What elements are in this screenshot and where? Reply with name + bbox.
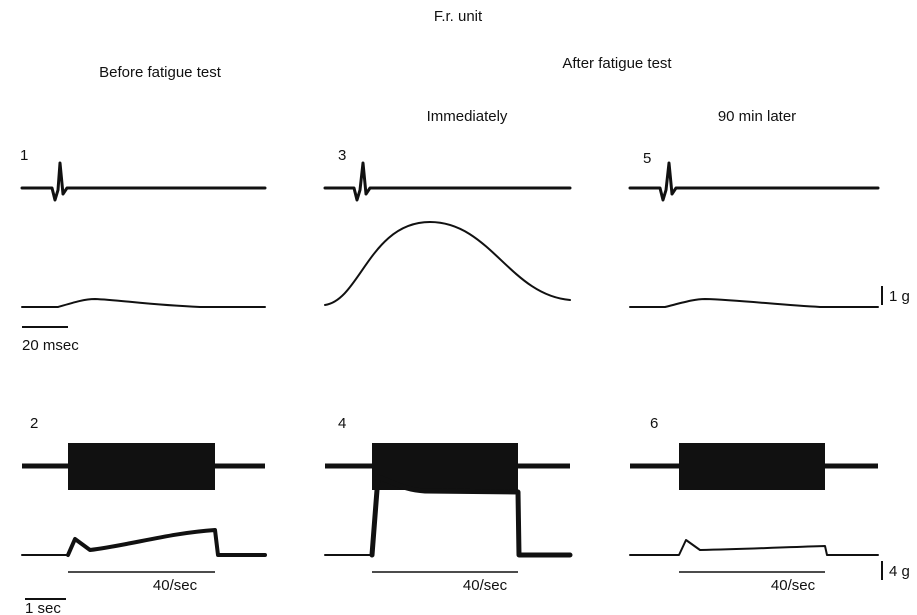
scale-label: 20 msec [22, 337, 79, 354]
scale-label: 1 g [889, 288, 910, 305]
panel-label: 4 [338, 415, 346, 432]
burst [68, 443, 215, 490]
trace [628, 161, 880, 202]
panel-label: 3 [338, 147, 346, 164]
heading-later: 90 min later [718, 108, 796, 125]
panel-label: 5 [643, 150, 651, 167]
trace [21, 298, 266, 308]
scale-label: 4 g [889, 563, 910, 580]
trace [20, 161, 267, 202]
figure-title: F.r. unit [434, 8, 483, 25]
panel-label: 1 [20, 147, 28, 164]
scale-label: 1 sec [25, 600, 61, 615]
trace [369, 474, 573, 558]
heading-immediately: Immediately [427, 108, 508, 125]
trace [323, 161, 572, 202]
trace [629, 298, 879, 308]
panel-label: 6 [650, 415, 658, 432]
trace [324, 221, 571, 306]
trace [66, 528, 267, 557]
stimulus-label: 40/sec [771, 577, 816, 594]
trace [629, 539, 879, 556]
stimulus-label: 40/sec [463, 577, 508, 594]
heading-after: After fatigue test [562, 55, 672, 72]
burst [679, 443, 825, 490]
heading-before: Before fatigue test [99, 64, 222, 81]
stimulus-label: 40/sec [153, 577, 198, 594]
panel-label: 2 [30, 415, 38, 432]
